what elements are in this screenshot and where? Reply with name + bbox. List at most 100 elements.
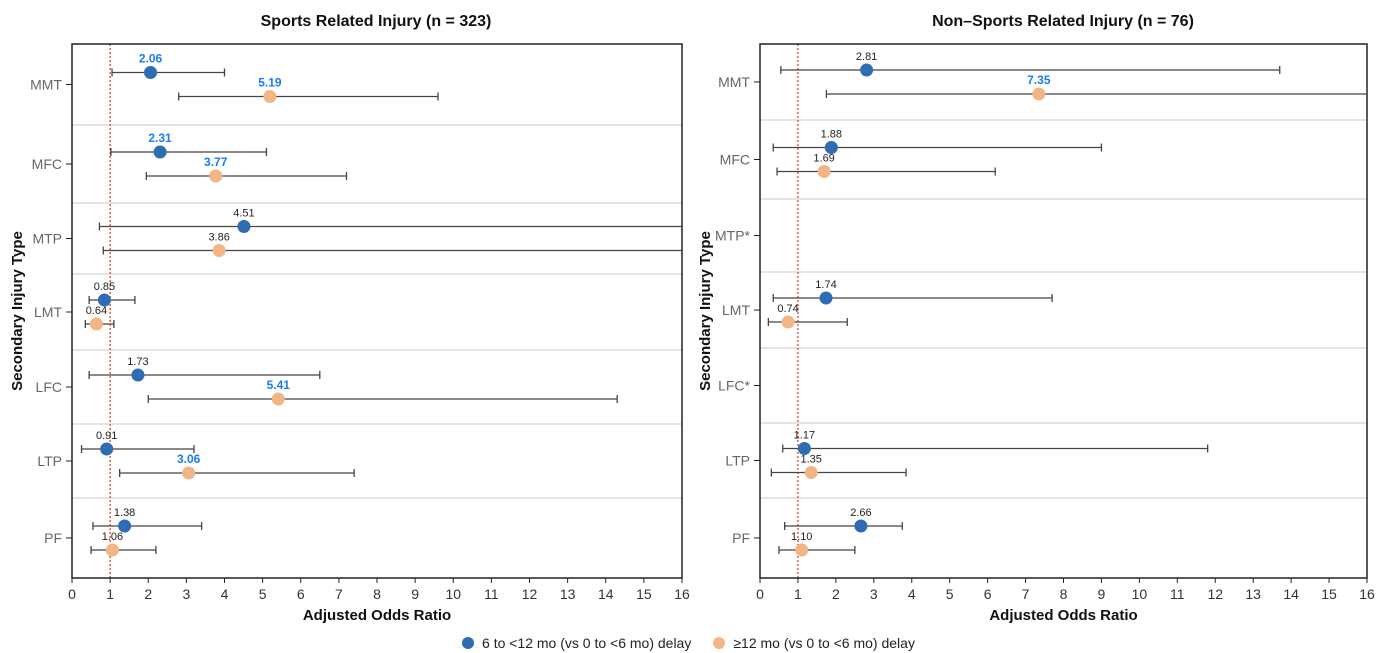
panel2-point-series1 [854, 519, 868, 533]
panel1-data-label: 3.77 [204, 155, 228, 169]
panel1-category-label: LFC [36, 379, 62, 395]
panel1-category-label: LTP [37, 453, 62, 469]
panel2-x-tick-label: 10 [1132, 586, 1148, 602]
panel2-data-label: 0.74 [777, 303, 798, 315]
panel1-point-series2 [271, 392, 285, 406]
panel2-title: Non–Sports Related Injury (n = 76) [932, 13, 1194, 30]
panel2-data-label: 2.66 [850, 507, 871, 519]
panel2-x-tick-label: 6 [984, 586, 992, 602]
panel1-data-label: 3.86 [208, 232, 229, 244]
panel1-category-label: MTP [32, 231, 62, 247]
panel1-point-series1 [237, 220, 251, 233]
forest-plot-figure: Sports Related Injury (n = 323)0 1 2 3 4 5 6 7 8… [9, 13, 1375, 624]
panel2-x-tick-label: 12 [1207, 586, 1223, 602]
panel1-x-tick-label: 16 [674, 586, 690, 602]
panel1-data-label: 0.64 [86, 305, 107, 317]
panel2-category-label: PF [732, 530, 750, 546]
panel1-data-label: 0.91 [96, 430, 117, 442]
legend-label-series1: 6 to <12 mo (vs 0 to <6 mo) delay [482, 635, 692, 651]
panel1-data-label: 3.06 [177, 452, 201, 466]
legend-label-series2: ≥12 mo (vs 0 to <6 mo) delay [733, 635, 915, 651]
panel1-data-label: 2.31 [148, 131, 172, 145]
panel1-x-axis-label: Adjusted Odds Ratio [303, 607, 451, 624]
panel1-data-label: 5.19 [258, 76, 282, 90]
panel1-x-tick-label: 9 [411, 586, 419, 602]
panel1-x-tick-label: 10 [445, 586, 461, 602]
panel2-x-tick-label: 7 [1022, 586, 1030, 602]
legend-swatch-series2 [713, 637, 726, 649]
panel1-x-tick-label: 1 [106, 586, 114, 602]
panel1-x-tick-label: 3 [182, 586, 190, 602]
panel2-point-series2 [1032, 87, 1046, 101]
panel1-point-series1 [118, 519, 132, 533]
panel2-category-label: MTP* [715, 228, 751, 244]
panel2-data-label: 1.69 [813, 153, 834, 165]
panel1-x-tick-label: 8 [373, 586, 381, 602]
panel1-point-series2 [105, 543, 119, 557]
panel1-x-tick-label: 11 [484, 586, 499, 602]
panel2-x-tick-label: 2 [832, 586, 840, 602]
panel1-data-label: 4.51 [233, 208, 254, 220]
panel2-point-series1 [824, 141, 838, 154]
panel2-point-series2 [817, 165, 831, 178]
panel2-category-label: LFC* [718, 378, 750, 394]
panel1-point-series1 [144, 66, 158, 79]
panel2-category-label: LMT [722, 302, 750, 318]
panel1-category-label: MFC [32, 156, 62, 172]
panel1-point-series1 [97, 293, 111, 307]
panel1-point-series2 [89, 317, 103, 331]
panel2-point-series1 [819, 291, 833, 305]
panel2-data-label: 7.35 [1027, 73, 1051, 87]
panel2-x-tick-label: 15 [1321, 586, 1337, 602]
legend-item-series2: ≥12 mo (vs 0 to <6 mo) delay [713, 635, 915, 651]
panel1-x-tick-label: 0 [68, 586, 76, 602]
panel2-data-label: 1.35 [801, 454, 822, 466]
panel2-y-axis-label: Secondary Injury Type [697, 231, 714, 391]
panel2-x-axis-label: Adjusted Odds Ratio [989, 607, 1137, 624]
panel1-x-tick-label: 12 [522, 586, 538, 602]
panel1-data-label: 1.38 [114, 507, 135, 519]
panel2-point-series2 [781, 315, 795, 329]
panel1-category-label: MMT [30, 77, 62, 93]
panel2-category-label: MMT [718, 74, 750, 90]
panel2-point-series1 [797, 442, 811, 455]
panel1-data-label: 5.41 [267, 378, 291, 392]
legend-item-series1: 6 to <12 mo (vs 0 to <6 mo) delay [462, 635, 691, 651]
panel1-point-series2 [209, 169, 223, 183]
panel1-point-series2 [263, 90, 277, 103]
panel2-data-label: 2.81 [856, 51, 877, 63]
panel1-data-label: 0.85 [94, 281, 115, 293]
panel2-point-series2 [804, 466, 818, 479]
panel2-point-series2 [795, 543, 809, 557]
panel1-x-tick-label: 13 [560, 586, 576, 602]
panel2-data-label: 1.10 [791, 531, 812, 543]
panel1-point-series1 [153, 145, 167, 159]
panel1-x-tick-label: 5 [259, 586, 267, 602]
panel2-x-tick-label: 4 [908, 586, 916, 602]
panel2-data-label: 1.17 [794, 430, 815, 442]
panel1-category-label: PF [44, 530, 62, 546]
panel1-point-series2 [212, 244, 226, 257]
panel1-point-series1 [100, 442, 114, 456]
panel2-x-tick-label: 1 [794, 586, 802, 602]
panel2-point-series1 [860, 63, 874, 77]
panel1-x-tick-label: 14 [598, 586, 614, 602]
panel1-title: Sports Related Injury (n = 323) [261, 13, 492, 30]
panel1-y-axis-label: Secondary Injury Type [9, 231, 26, 391]
panel2-x-tick-label: 3 [870, 586, 878, 602]
panel2-category-label: LTP [725, 453, 750, 469]
legend: 6 to <12 mo (vs 0 to <6 mo) delay ≥12 mo… [0, 633, 1377, 653]
panel2-x-tick-label: 14 [1283, 586, 1299, 602]
panel1-point-series1 [131, 368, 145, 382]
panel2-data-label: 1.88 [821, 129, 842, 141]
panel2-x-tick-label: 0 [756, 586, 764, 602]
panel1-x-tick-label: 15 [636, 586, 652, 602]
panel1-data-label: 2.06 [139, 52, 163, 66]
legend-swatch-series1 [462, 637, 475, 649]
panel2-x-tick-label: 8 [1060, 586, 1068, 602]
panel1-x-tick-label: 2 [144, 586, 152, 602]
panel2-x-tick-label: 9 [1098, 586, 1106, 602]
panel1-data-label: 1.06 [102, 531, 123, 543]
panel2-data-label: 1.74 [815, 279, 836, 291]
panel1-x-tick-label: 6 [297, 586, 305, 602]
